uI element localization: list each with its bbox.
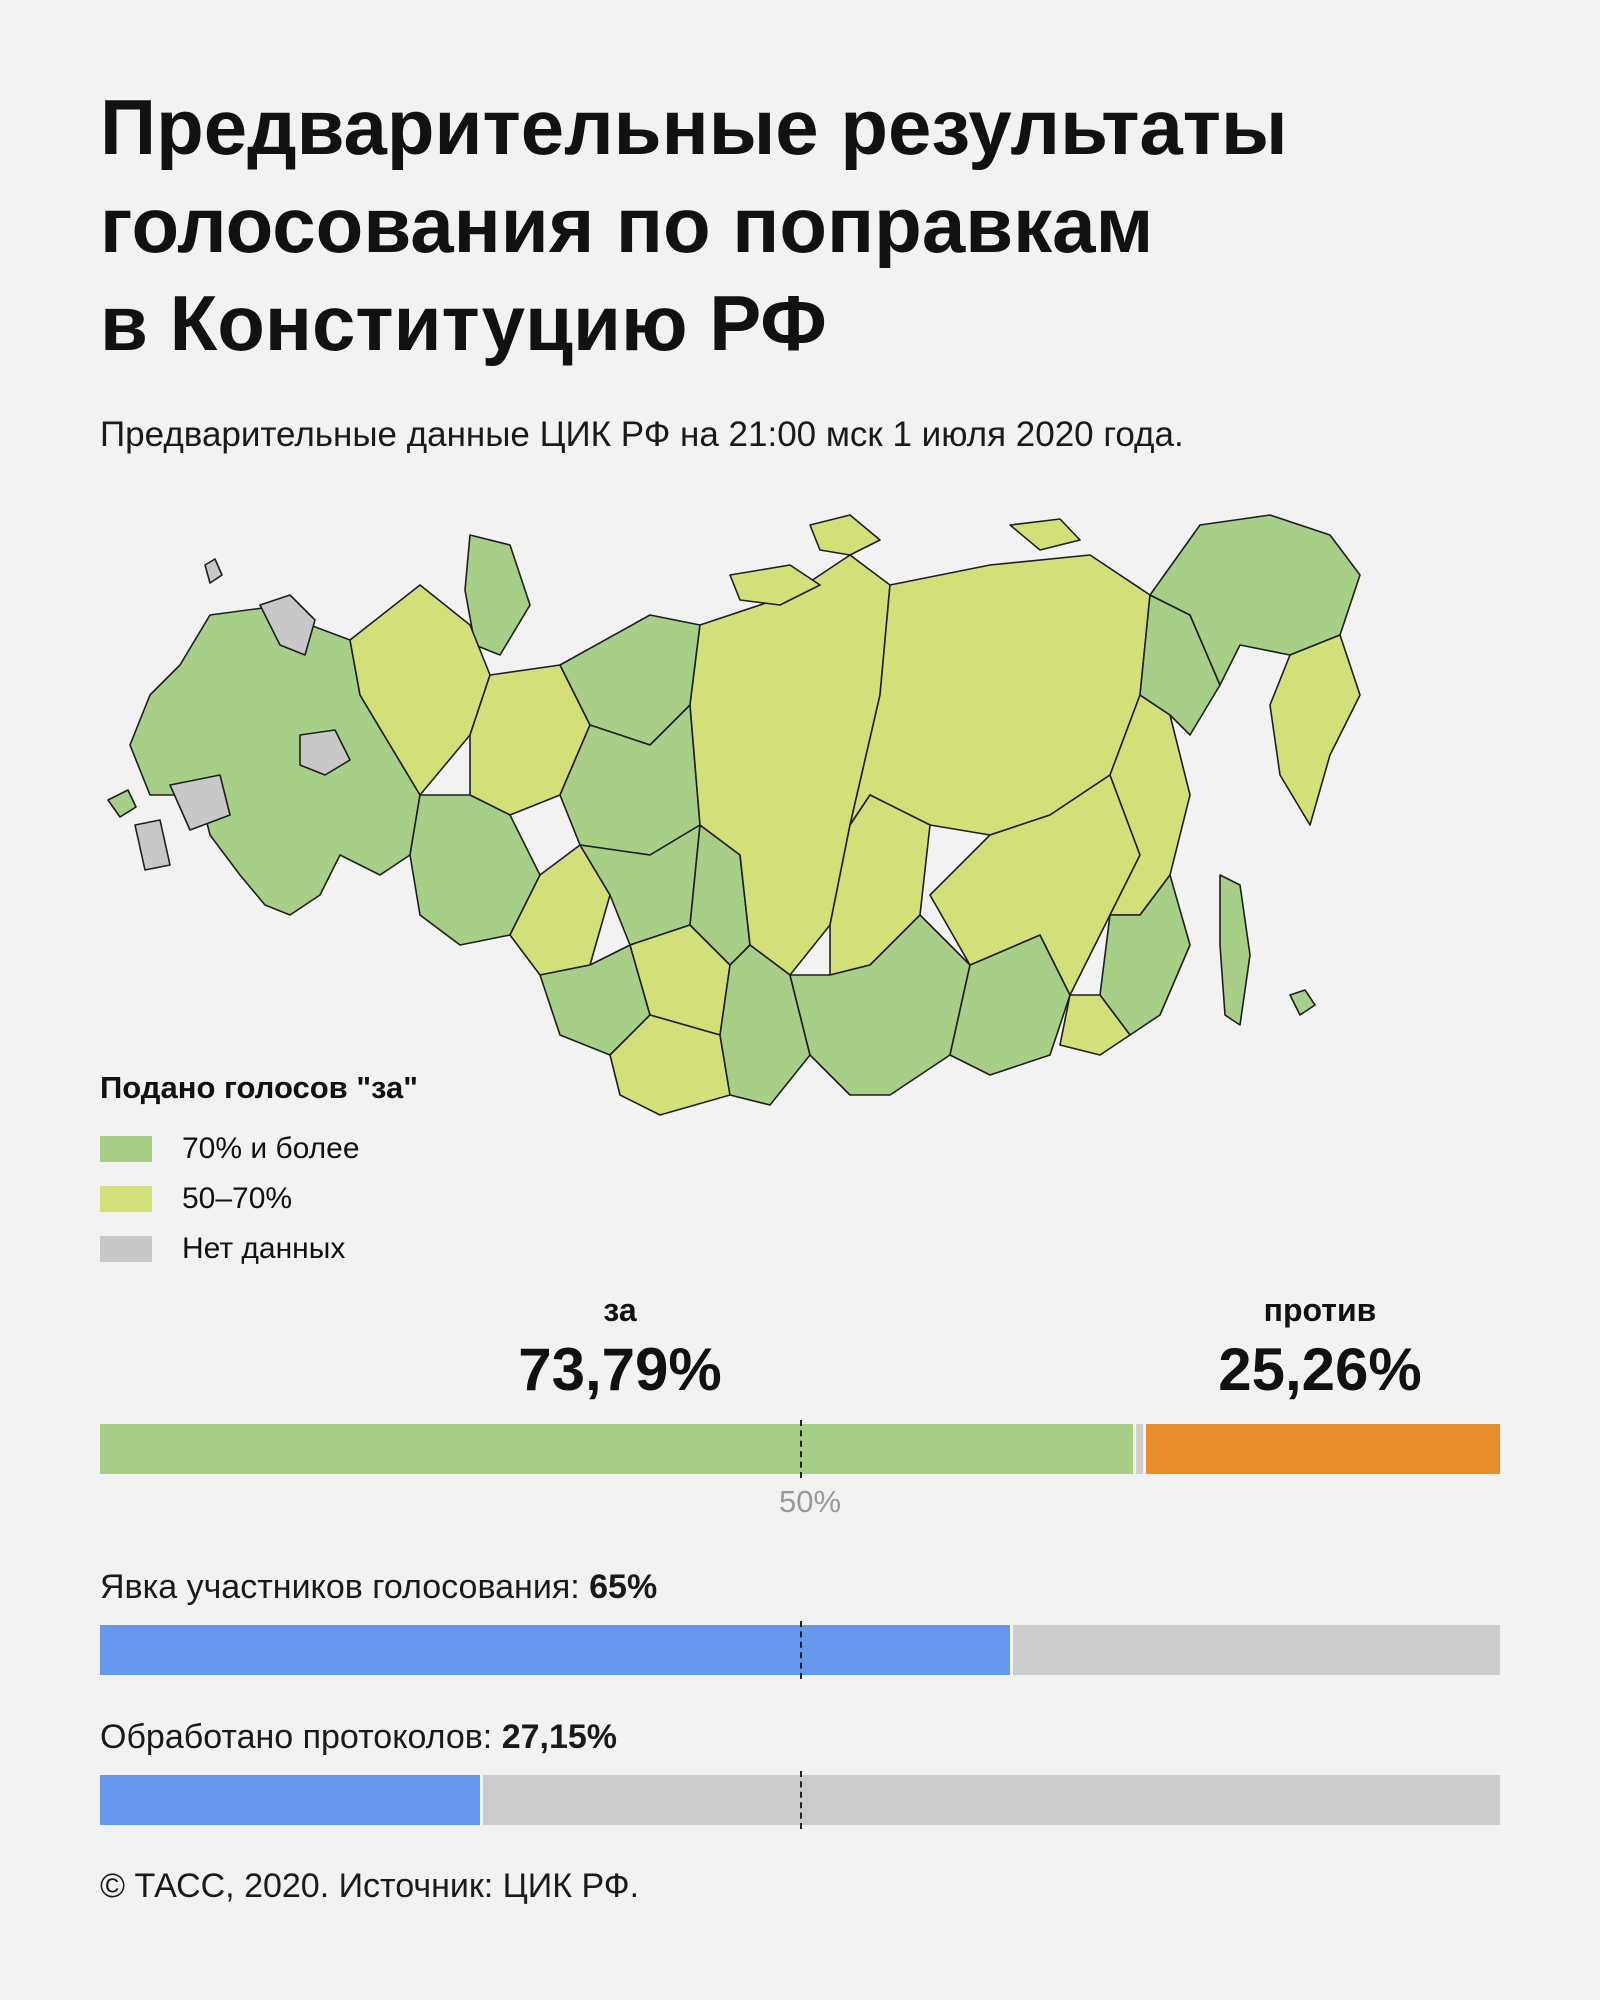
legend-item-high: 70% и более	[100, 1124, 418, 1174]
region-arctic-islands	[809, 514, 881, 556]
title-line-2: голосования по поправкам	[100, 181, 1154, 269]
turnout-bar-fill	[100, 1625, 1010, 1675]
against-label: против	[1263, 1292, 1377, 1328]
results-bar-against	[1146, 1424, 1500, 1474]
legend-swatch-none	[100, 1236, 152, 1262]
for-label: за	[603, 1292, 637, 1328]
footer-credit: © ТАСС, 2020. Источник: ЦИК РФ.	[100, 1867, 640, 1905]
region-new-siberian-islands	[1009, 518, 1081, 551]
protocols-value: 27,15%	[501, 1718, 618, 1756]
results-bar-other	[1136, 1424, 1143, 1474]
page-title: Предварительные результаты голосования п…	[100, 78, 1500, 372]
region-buryatia	[789, 914, 971, 1096]
legend-swatch-mid	[100, 1186, 152, 1212]
subtitle: Предварительные данные ЦИК РФ на 21:00 м…	[100, 415, 1184, 454]
region-sakhalin	[1219, 874, 1251, 1026]
protocols-bar-fill	[100, 1775, 480, 1825]
turnout-label: Явка участников голосования:	[100, 1568, 590, 1606]
turnout-value: 65%	[589, 1568, 658, 1606]
turnout-bar	[100, 1621, 1500, 1679]
region-south-grey-1	[169, 774, 231, 831]
region-small-island	[204, 558, 223, 584]
protocols-bar-rest	[483, 1775, 1500, 1825]
region-south-grey-2	[134, 819, 171, 871]
results-bar	[100, 1420, 1500, 1478]
protocols-bar	[100, 1771, 1500, 1829]
region-kaliningrad	[107, 789, 137, 818]
region-amur	[929, 774, 1141, 996]
region-kuril-islands	[1289, 989, 1316, 1016]
turnout-bar-rest	[1013, 1625, 1500, 1675]
region-kamchatka	[1269, 634, 1361, 826]
region-moscow-grey	[299, 729, 351, 776]
results-midline	[800, 1420, 802, 1478]
title-line-1: Предварительные результаты	[100, 83, 1288, 171]
region-novaya-zemlya	[464, 534, 531, 656]
region-karelia-grey	[259, 594, 316, 656]
legend-item-none: Нет данных	[100, 1224, 418, 1274]
legend-swatch-high	[100, 1136, 152, 1162]
turnout-text: Явка участников голосования: 65%	[100, 1568, 657, 1607]
legend-label-high: 70% и более	[182, 1132, 360, 1165]
protocols-midline	[800, 1771, 802, 1829]
protocols-label: Обработано протоколов:	[100, 1718, 502, 1756]
region-taimyr-coast	[729, 564, 821, 606]
russia-choropleth-map	[107, 514, 1361, 1116]
results-bar-for	[100, 1424, 1133, 1474]
region-tuva-khakassia	[719, 944, 811, 1106]
against-value: 25,26%	[1218, 1336, 1422, 1403]
legend-title: Подано голосов "за"	[100, 1070, 418, 1105]
for-value: 73,79%	[518, 1336, 722, 1403]
legend-label-mid: 50–70%	[182, 1182, 293, 1215]
title-line-3: в Конституцию РФ	[100, 279, 827, 367]
legend-label-none: Нет данных	[182, 1232, 346, 1265]
turnout-midline	[800, 1621, 802, 1679]
legend-item-mid: 50–70%	[100, 1174, 418, 1224]
map-legend: Подано голосов "за" 70% и более 50–70% Н…	[100, 1070, 418, 1274]
protocols-text: Обработано протоколов: 27,15%	[100, 1718, 617, 1757]
midline-label: 50%	[778, 1484, 842, 1519]
region-jewish-ao	[1059, 994, 1131, 1056]
